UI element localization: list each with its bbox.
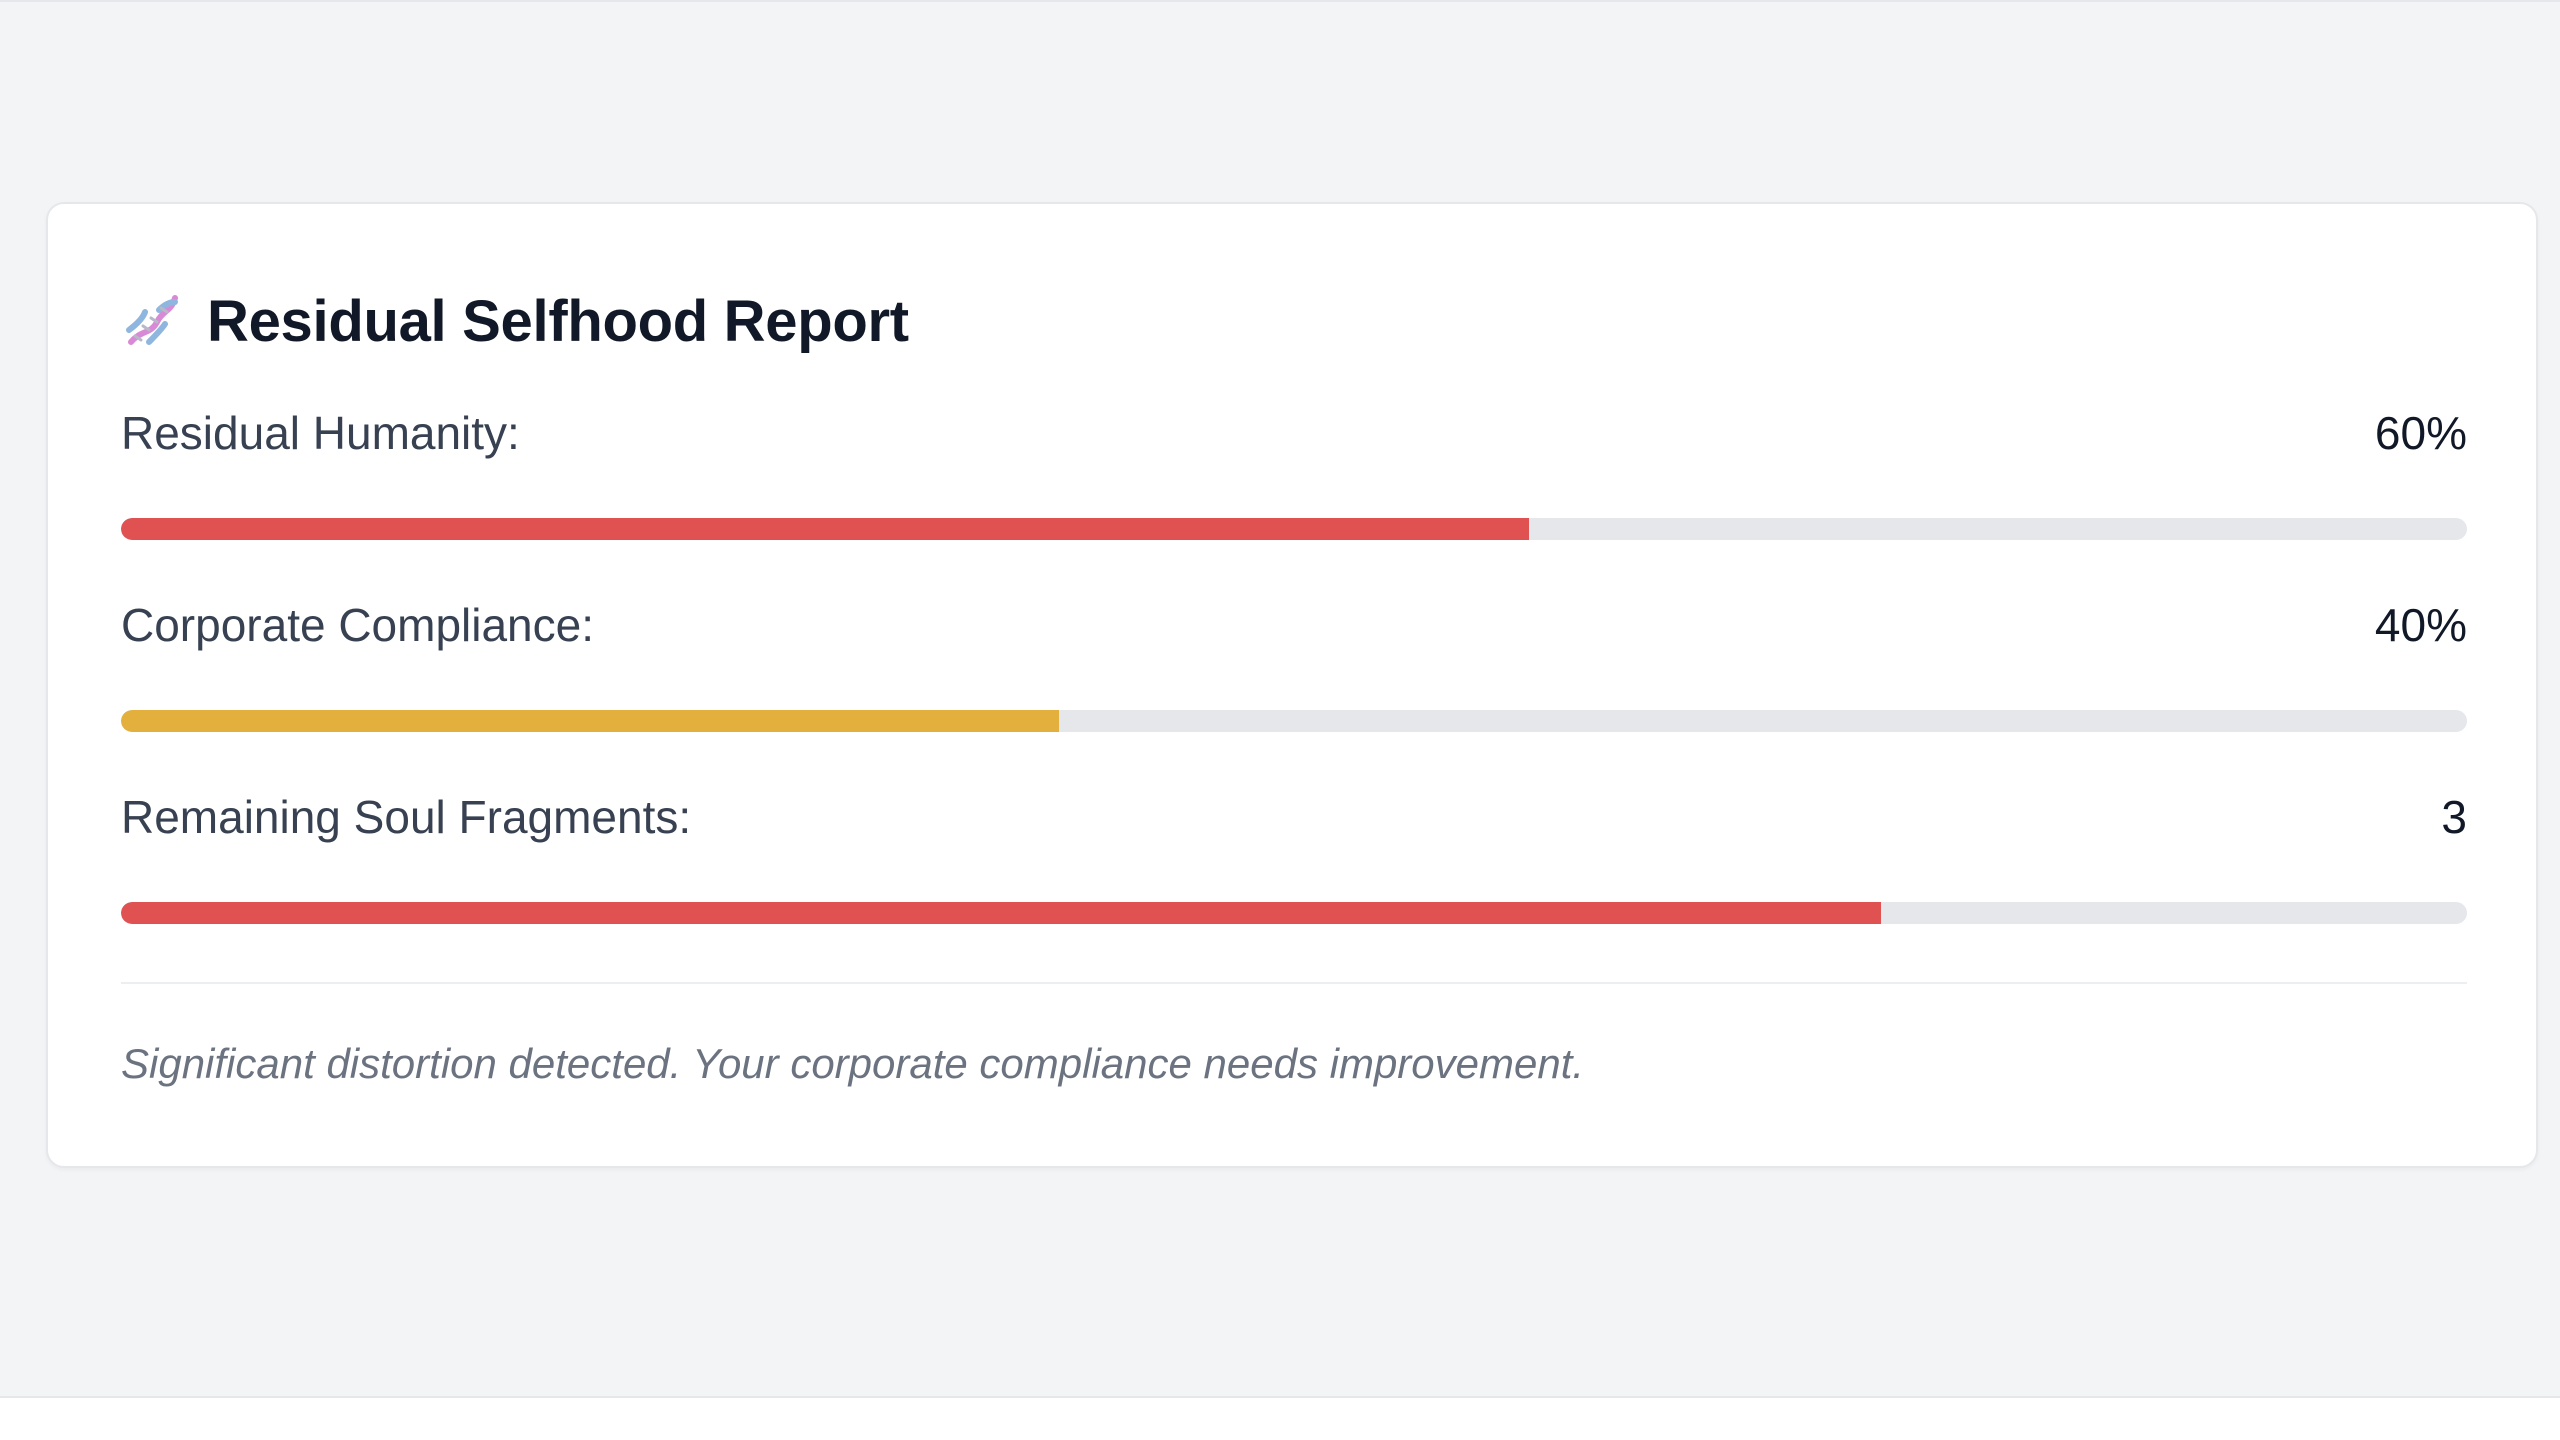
progress-track (121, 518, 2467, 540)
metric-label: Corporate Compliance: (121, 599, 595, 651)
progress-fill (121, 710, 1060, 732)
metric-value: 3 (2441, 791, 2467, 843)
progress-fill (121, 518, 1529, 540)
progress-track (121, 902, 2467, 924)
card-header: Residual Selfhood Report (121, 286, 909, 356)
divider (121, 982, 2467, 984)
metric-label: Remaining Soul Fragments: (121, 791, 692, 843)
status-note: Significant distortion detected. Your co… (121, 1040, 1585, 1087)
card-title: Residual Selfhood Report (207, 288, 909, 354)
progress-fill (121, 902, 1881, 924)
metric-label: Residual Humanity: (121, 407, 520, 459)
dna-icon (121, 290, 183, 352)
metric-remaining-soul-fragments: Remaining Soul Fragments: 3 (121, 790, 2467, 924)
report-card: Residual Selfhood Report Residual Humani… (46, 202, 2538, 1168)
page-background: Residual Selfhood Report Residual Humani… (0, 0, 2560, 1398)
metric-corporate-compliance: Corporate Compliance: 40% (121, 598, 2467, 732)
progress-track (121, 710, 2467, 732)
metric-value: 60% (2374, 407, 2467, 459)
metric-residual-humanity: Residual Humanity: 60% (121, 406, 2467, 540)
metric-value: 40% (2374, 599, 2467, 651)
